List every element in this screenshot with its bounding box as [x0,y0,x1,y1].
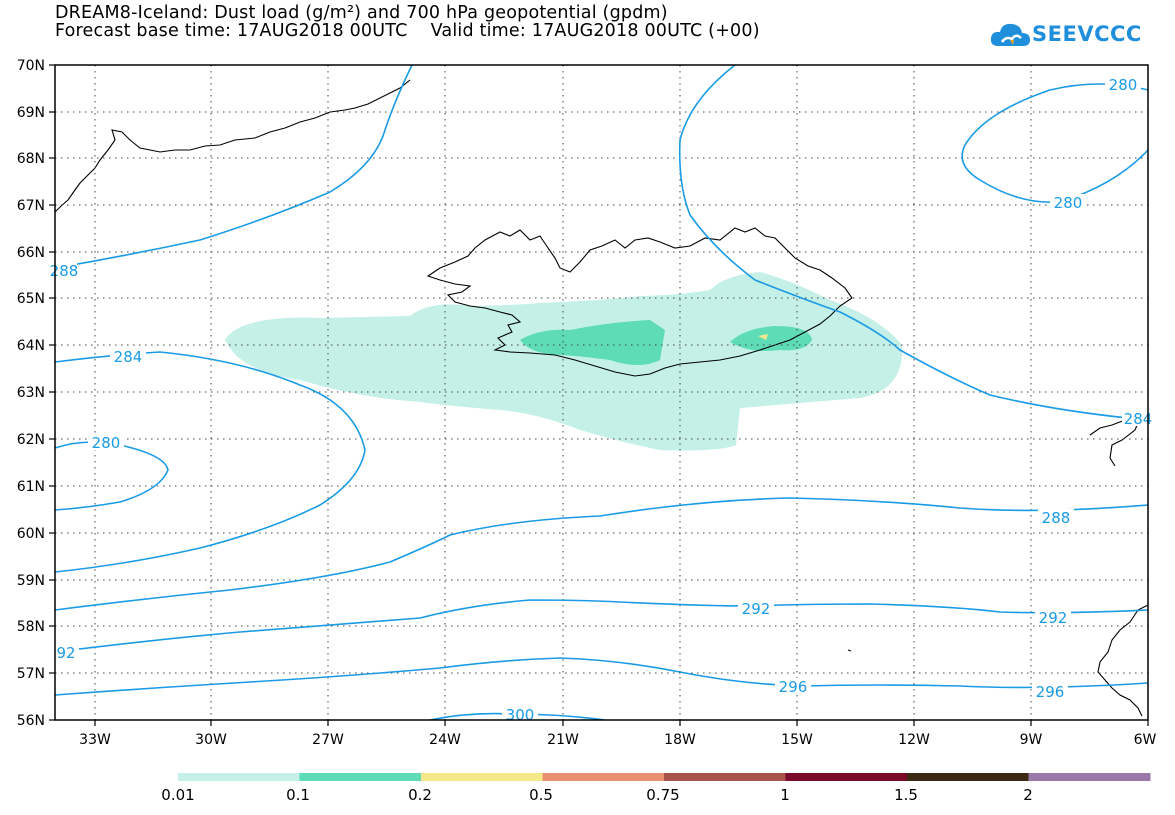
lat-label: 58N [17,619,45,635]
contour-label: 284 [1124,410,1153,428]
lat-label: 62N [17,432,45,448]
cloud-icon [990,23,1030,46]
greenland-coast [55,79,411,213]
lon-label: 30W [195,732,227,748]
contour-280-west [55,441,169,511]
lat-labels: 70N 69N 68N 67N 66N 65N 64N 63N 62N 61N … [17,58,45,729]
lon-label: 9W [1020,732,1043,748]
lon-label: 33W [79,732,111,748]
contour-label: 280 [1109,76,1138,94]
legend-swatch [421,773,543,781]
legend-label: 1.5 [894,786,918,804]
legend-label: 2 [1023,786,1033,804]
contour-label: 92 [56,644,75,662]
legend-label: 0.1 [286,786,310,804]
logo-text: SEEVCCC [1032,22,1142,46]
axis-ticks [49,64,1149,726]
contour-292 [55,599,1148,653]
contour-label: 284 [114,348,143,366]
lon-label: 18W [664,732,696,748]
map-title: DREAM8-Iceland: Dust load (g/m²) and 700… [55,3,668,23]
legend-label: 0.2 [408,786,432,804]
dust-area-mid-west [520,320,665,365]
legend-colorbar [178,773,1151,781]
lat-label: 65N [17,291,45,307]
lat-label: 66N [17,245,45,261]
legend-label: 0.5 [529,786,553,804]
contour-288-north [55,65,413,269]
lat-label: 68N [17,151,45,167]
lat-label: 63N [17,385,45,401]
contour-284-west [55,351,366,573]
legend-swatch [178,773,300,781]
lat-label: 60N [17,526,45,542]
contour-296 [55,657,1148,696]
legend-swatch [785,773,908,781]
scotland-coast [1097,604,1148,717]
contour-label: 280 [92,434,121,452]
lat-label: 67N [17,198,45,214]
contour-label: 292 [742,600,771,618]
lon-label: 12W [898,732,930,748]
geopotential-contours [55,65,1148,720]
contour-labels: 280 280 288 284 280 284 288 292 292 92 2… [50,76,1153,724]
contour-label: 300 [506,706,535,724]
legend-label: 0.75 [646,786,680,804]
contour-label: 288 [50,262,79,280]
legend-swatch [664,773,786,781]
legend-swatch [299,773,422,781]
contour-label: 296 [1036,683,1065,701]
lon-label: 15W [781,732,813,748]
contour-label: 292 [1039,609,1068,627]
lon-label: 21W [547,732,579,748]
contour-288-south [55,497,1148,611]
lon-label: 6W [1134,732,1157,748]
lat-label: 70N [17,58,45,74]
dust-area-mid-east [730,326,812,351]
legend-swatch [542,773,665,781]
lat-label: 59N [17,573,45,589]
dust-area-low [225,272,903,451]
lat-label: 61N [17,479,45,495]
contour-label: 280 [1054,194,1083,212]
lat-label: 69N [17,105,45,121]
lon-labels: 33W 30W 27W 24W 21W 18W 15W 12W 9W 6W [79,732,1156,748]
dust-area-high [758,334,768,340]
contour-280-northeast [678,65,1148,421]
lon-label: 27W [312,732,344,748]
lat-label: 57N [17,666,45,682]
lat-label: 56N [17,713,45,729]
contour-280-ne-loop [961,83,1148,204]
contour-label: 296 [779,678,808,696]
rockall-dot [847,649,852,652]
legend-label: 0.01 [161,786,195,804]
map-subtitle: Forecast base time: 17AUG2018 00UTC Vali… [55,21,760,41]
dust-load-fill [225,272,903,451]
graticule [55,65,1148,720]
lat-label: 64N [17,338,45,354]
legend-swatch [1028,773,1151,781]
contour-label: 288 [1042,509,1071,527]
legend-swatch [907,773,1029,781]
seevccc-logo: SEEVCCC [990,18,1150,58]
lon-label: 24W [429,732,461,748]
legend-label: 1 [780,786,790,804]
iceland-coast [426,227,853,377]
